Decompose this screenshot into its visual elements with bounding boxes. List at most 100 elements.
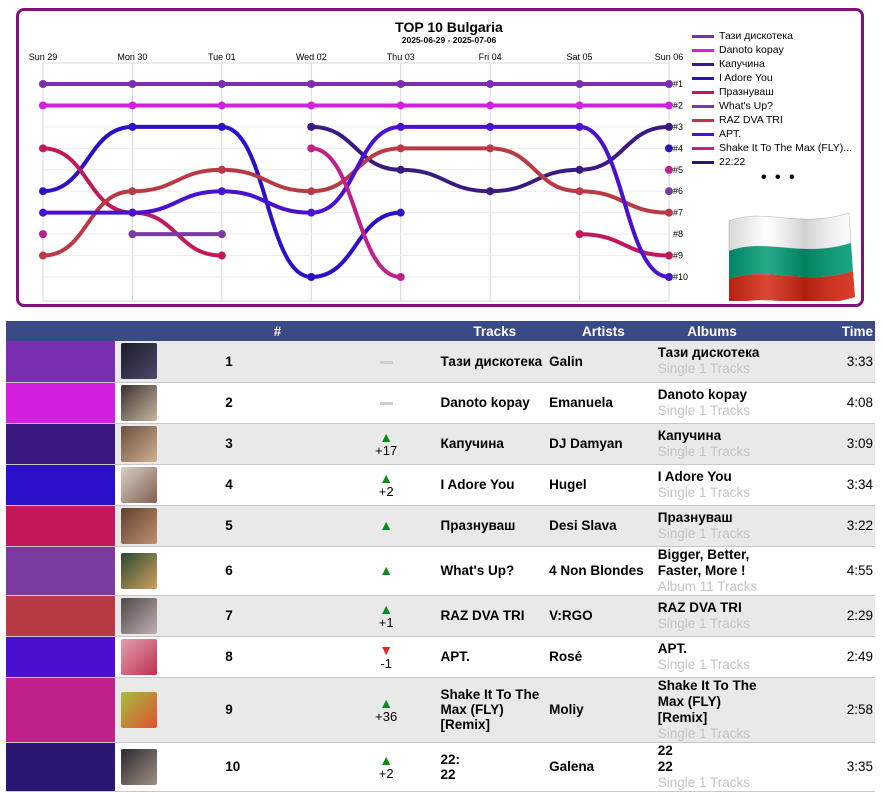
album-cover-thumbnail[interactable] <box>120 425 157 462</box>
series-point[interactable] <box>128 80 137 88</box>
legend-item[interactable]: Капучина <box>692 57 861 71</box>
album-cover-thumbnail[interactable] <box>120 343 157 380</box>
series-point[interactable] <box>396 208 405 217</box>
album-cover-thumbnail[interactable] <box>120 384 157 421</box>
series-point[interactable] <box>307 122 316 131</box>
artist-name[interactable]: Galena <box>549 759 595 774</box>
series-point[interactable] <box>39 251 47 260</box>
artist-name[interactable]: Emanuela <box>549 395 613 410</box>
track-title[interactable]: Тази дискотека <box>440 353 543 369</box>
artist-name[interactable]: Moliy <box>549 702 584 717</box>
album-cover-thumbnail[interactable] <box>120 466 157 503</box>
series-point[interactable] <box>396 144 405 153</box>
header-rank[interactable]: # <box>223 321 332 341</box>
series-point[interactable] <box>39 230 47 239</box>
series-point[interactable] <box>665 251 673 260</box>
legend-item[interactable]: APT. <box>692 127 861 141</box>
series-point[interactable] <box>39 80 47 88</box>
series-point[interactable] <box>128 230 137 239</box>
artist-name[interactable]: V:RGO <box>549 608 593 623</box>
series-point[interactable] <box>665 165 673 174</box>
album-cover-thumbnail[interactable] <box>120 552 157 589</box>
series-point[interactable] <box>128 122 137 131</box>
legend-item[interactable]: Тази дискотека <box>692 29 861 43</box>
series-line[interactable] <box>41 146 671 258</box>
header-albums[interactable]: Albums <box>657 321 767 341</box>
track-title[interactable]: I Adore You <box>440 477 515 492</box>
table-row[interactable]: 2 Danoto kopay Emanuela Danoto kopay Single … <box>6 382 875 423</box>
series-line[interactable] <box>41 124 671 279</box>
artist-name[interactable]: DJ Damyan <box>549 436 623 451</box>
series-point[interactable] <box>39 101 47 110</box>
series-point[interactable] <box>128 101 137 110</box>
album-cover-thumbnail[interactable] <box>120 748 157 785</box>
legend-item[interactable]: I Adore You <box>692 71 861 85</box>
header-artists[interactable]: Artists <box>549 321 658 341</box>
series-point[interactable] <box>665 144 673 153</box>
artist-name[interactable]: 4 Non Blondes <box>549 563 644 578</box>
series-point[interactable] <box>39 144 47 153</box>
album-title[interactable]: I Adore You <box>657 468 732 484</box>
track-title[interactable]: What's Up? <box>440 563 515 578</box>
series-point[interactable] <box>575 101 584 110</box>
series-point[interactable] <box>39 187 47 196</box>
album-title[interactable]: Капучина <box>657 427 722 443</box>
series-point[interactable] <box>128 208 137 217</box>
track-title[interactable]: APT. <box>440 649 470 664</box>
series-point[interactable] <box>575 122 584 131</box>
series-point[interactable] <box>486 144 495 153</box>
series-point[interactable] <box>217 122 226 131</box>
series-point[interactable] <box>128 187 137 196</box>
table-row[interactable]: 9 ▲ +36 Shake It To The Max (FLY) [Remix] Mo… <box>6 677 875 742</box>
legend-more-indicator[interactable]: • • • <box>761 169 797 186</box>
legend-item[interactable]: Shake It To The Max (FLY)... <box>692 141 861 155</box>
album-cover-thumbnail[interactable] <box>120 507 157 544</box>
series-point[interactable] <box>486 101 495 110</box>
series-point[interactable] <box>217 165 226 174</box>
series-point[interactable] <box>217 251 226 260</box>
series-point[interactable] <box>217 101 226 110</box>
series-point[interactable] <box>665 101 673 110</box>
table-row[interactable]: 8 ▼ -1 APT. Rosé APT. Single 1 Tracks 2:49 <box>6 636 875 677</box>
series-point[interactable] <box>665 80 673 88</box>
series-point[interactable] <box>39 208 47 217</box>
series-point[interactable] <box>665 122 673 131</box>
track-title[interactable]: RAZ DVA TRI <box>440 608 525 623</box>
series-point[interactable] <box>486 80 495 88</box>
table-row[interactable]: 10 ▲ +2 22: 22 Galena 22 22 Single 1 Tracks 3:35 <box>6 742 875 791</box>
album-title[interactable]: APT. <box>657 640 688 656</box>
series-point[interactable] <box>396 165 405 174</box>
album-cover-thumbnail[interactable] <box>120 691 157 728</box>
series-point[interactable] <box>307 80 316 88</box>
header-time[interactable]: Time <box>766 321 875 341</box>
table-row[interactable]: 6 ▲ What's Up? 4 Non Blondes Bigger, Better,… <box>6 546 875 595</box>
table-row[interactable]: 1 Тази дискотека Galin Тази дискотека Single… <box>6 341 875 382</box>
series-point[interactable] <box>396 273 405 281</box>
artist-name[interactable]: Galin <box>549 353 583 369</box>
album-title[interactable]: Празнуваш <box>657 509 733 525</box>
album-title[interactable]: Bigger, Better, Faster, More ! <box>657 546 750 578</box>
series-point[interactable] <box>307 187 316 196</box>
header-tracks[interactable]: Tracks <box>440 321 550 341</box>
track-title[interactable]: Danoto kopay <box>440 395 530 410</box>
series-point[interactable] <box>396 122 405 131</box>
series-point[interactable] <box>307 101 316 110</box>
series-point[interactable] <box>575 230 584 239</box>
table-row[interactable]: 5 ▲ Празнуваш Desi Slava Празнуваш Single 1 T… <box>6 505 875 546</box>
artist-name[interactable]: Desi Slava <box>549 518 617 533</box>
legend-item[interactable]: What's Up? <box>692 99 861 113</box>
track-title[interactable]: Капучина <box>440 436 504 451</box>
album-title[interactable]: Shake It To The Max (FLY) [Remix] <box>657 677 757 725</box>
series-point[interactable] <box>307 208 316 217</box>
series-line[interactable] <box>41 124 403 280</box>
artist-name[interactable]: Rosé <box>549 649 583 664</box>
series-point[interactable] <box>575 165 584 174</box>
table-row[interactable]: 4 ▲ +2 I Adore You Hugel I Adore You Single 1 … <box>6 464 875 505</box>
series-point[interactable] <box>217 187 226 196</box>
table-row[interactable]: 7 ▲ +1 RAZ DVA TRI V:RGO RAZ DVA TRI Single 1 … <box>6 595 875 636</box>
series-point[interactable] <box>307 273 316 281</box>
album-title[interactable]: Danoto kopay <box>657 386 748 402</box>
series-point[interactable] <box>486 122 495 131</box>
legend-item[interactable]: Danoto kopay <box>692 43 861 57</box>
album-title[interactable]: Тази дискотека <box>657 345 760 361</box>
